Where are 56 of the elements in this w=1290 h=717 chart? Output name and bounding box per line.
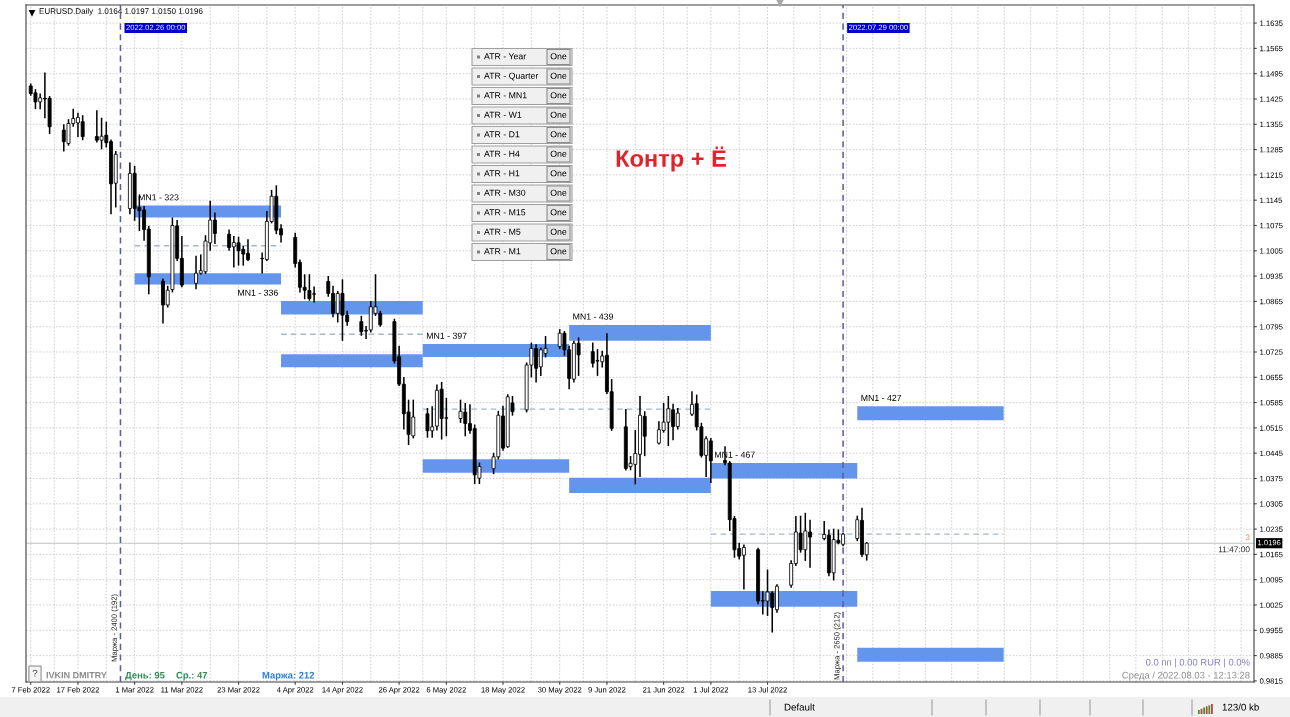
annotation: ATR - Quarter: [484, 72, 539, 81]
candlestick: [642, 411, 647, 457]
annotation: Контр + Ё: [616, 146, 726, 172]
annotation: ATR - H1: [484, 170, 520, 177]
annotation: ATR - H4: [484, 150, 520, 157]
annotation: One: [550, 228, 567, 235]
candlestick: [708, 437, 713, 483]
candlestick: [33, 89, 38, 110]
annotation: 0.0 пп | 0.00 RUR | 0.0%: [1145, 658, 1250, 668]
candlestick: [675, 407, 680, 430]
annotation: ATR - M15: [484, 209, 526, 216]
annotation: One: [550, 53, 567, 60]
annotation: ?: [32, 669, 38, 677]
annotation: MN1 - 439: [573, 313, 614, 320]
candlestick: [236, 236, 241, 266]
candlestick: [425, 407, 430, 438]
annotation: 3: [1245, 534, 1250, 541]
annotation: ATR - MN1: [484, 92, 527, 99]
candlestick: [576, 337, 581, 376]
annotation: ATR - Year: [484, 53, 527, 60]
annotation: One: [550, 150, 567, 157]
text: Default: [784, 703, 815, 711]
candlestick: [80, 115, 85, 141]
annotation: One: [550, 209, 567, 216]
annotation: One: [550, 72, 567, 79]
annotation: День: 95: [125, 671, 165, 681]
annotation: Маржа: 212: [262, 671, 315, 681]
annotation: One: [550, 189, 567, 196]
annotation: ATR - M30: [484, 189, 526, 196]
annotation: ATR - W1: [484, 111, 522, 118]
candlestick: [227, 229, 232, 251]
annotation: MN1 - 427: [861, 394, 902, 401]
candlestick: [307, 274, 312, 301]
candlestick: [340, 279, 345, 341]
annotation: One: [550, 248, 567, 255]
annotation: MN1 - 397: [426, 332, 467, 339]
candlestick: [458, 399, 463, 423]
annotation: One: [550, 170, 567, 177]
annotation: ATR - M1: [484, 248, 521, 255]
candlestick: [595, 349, 600, 376]
candlestick: [359, 315, 364, 336]
text: 123/0 kb: [1222, 703, 1259, 711]
candlestick: [99, 117, 104, 150]
annotation: One: [550, 131, 567, 138]
annotation: One: [550, 111, 567, 118]
annotation: Среда / 2022.08.03 - 12:13:28: [1122, 671, 1250, 681]
annotation: Ср.: 47: [176, 671, 208, 681]
candlestick: [741, 544, 746, 590]
annotation: ATR - D1: [484, 131, 520, 138]
annotation: ATR - M5: [484, 228, 521, 235]
annotation: One: [550, 92, 567, 99]
annotation: 11:47:00: [1218, 546, 1250, 553]
annotation: MN1 - 336: [238, 289, 278, 296]
annotation: IVKIN DMITRY: [46, 672, 107, 679]
chart-title: EURUSD.Daily 1.0164 1.0197 1.0150 1.0196: [39, 8, 203, 16]
candlestick: [212, 212, 217, 244]
